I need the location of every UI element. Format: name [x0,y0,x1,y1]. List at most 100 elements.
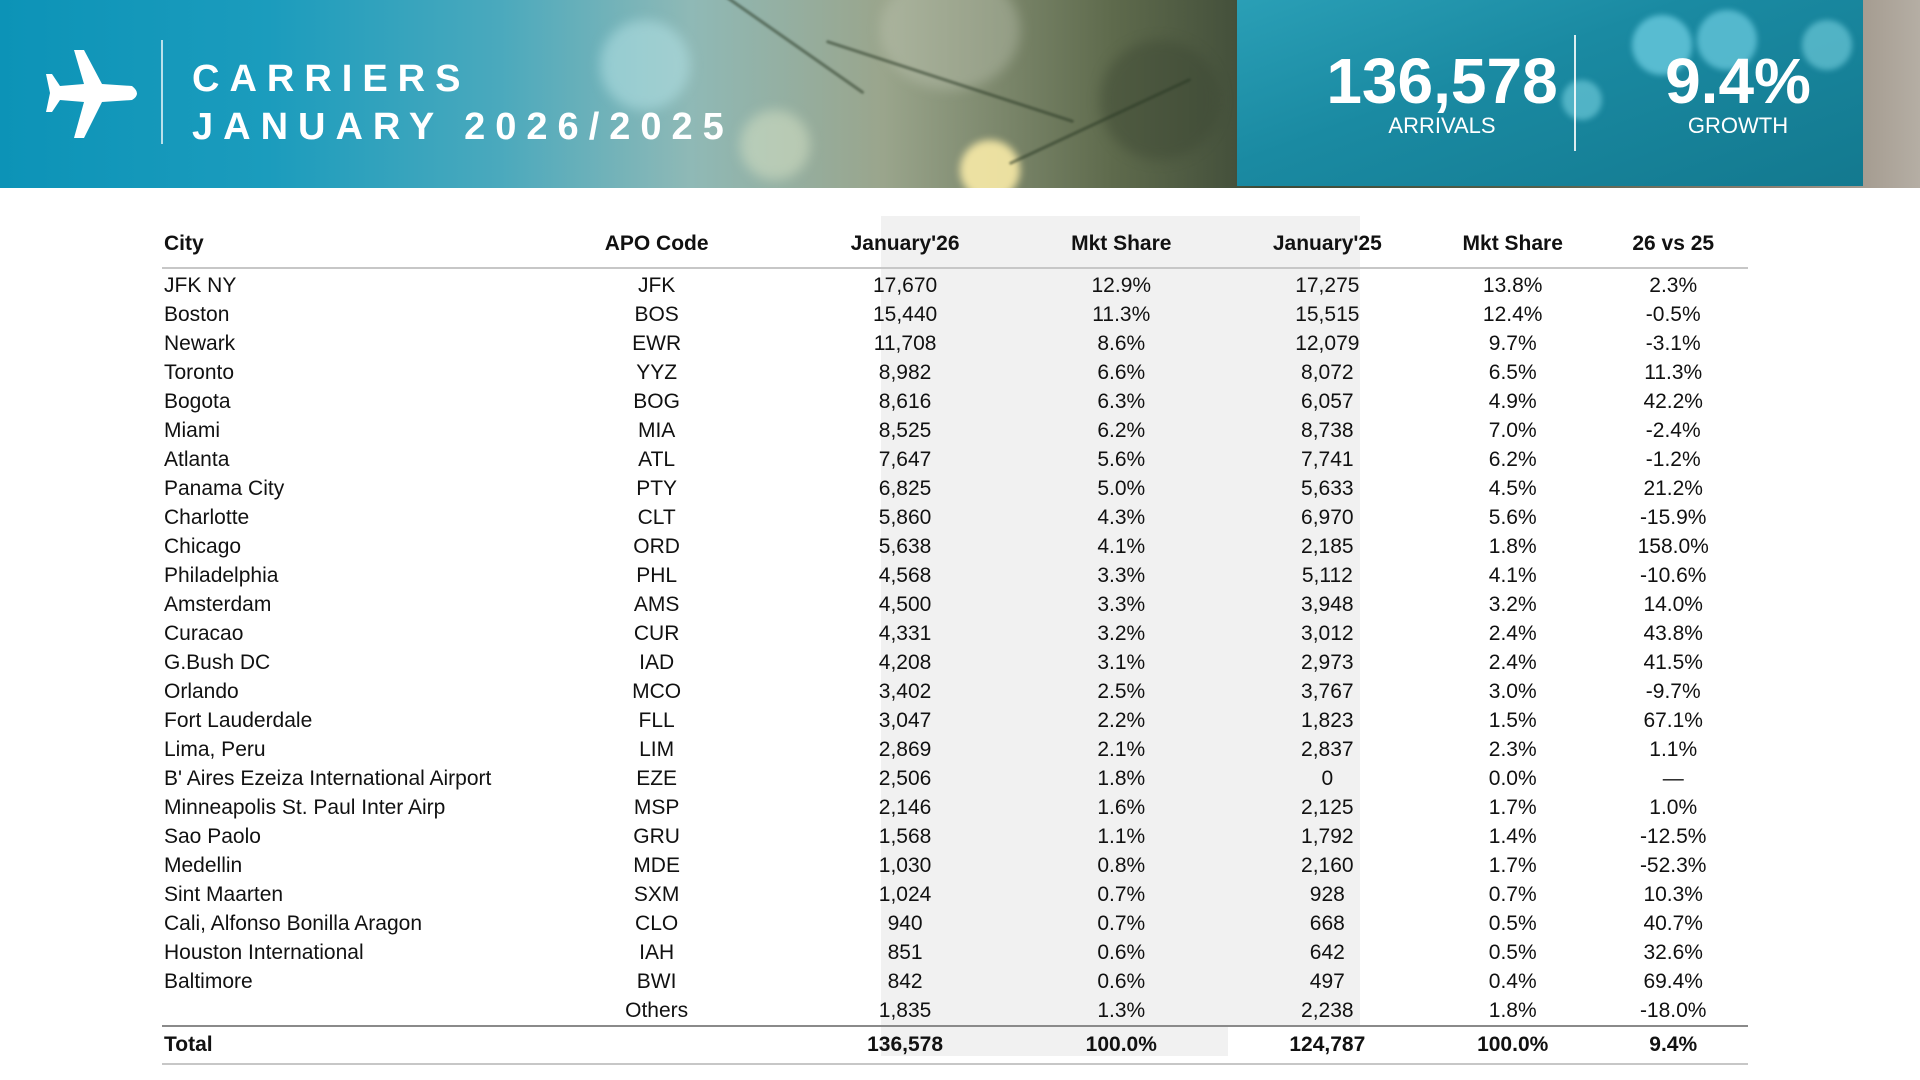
background-bokeh [1802,20,1852,70]
table-row: Sao Paolo GRU 1,568 1.1% 1,792 1.4% -12.5% [162,822,1748,851]
column-header-city: City [164,231,204,255]
cell-mkt-share-26: 2.5% [1097,680,1146,703]
cell-mkt-share-26: 3.3% [1097,564,1146,587]
cell-mkt-share-25: 3.2% [1488,593,1537,616]
cell-january-26: 842 [887,970,923,993]
cell-apo-code: AMS [633,593,680,616]
cell-january-25: 2,160 [1301,854,1354,877]
cell-apo-code: MSP [633,796,680,819]
cell-january-25: 12,079 [1295,332,1360,355]
cell-26-vs-25: 14.0% [1643,593,1703,616]
cell-26-vs-25: 11.3% [1644,361,1703,384]
cell-city: Cali, Alfonso Bonilla Aragon [164,912,422,935]
cell-january-26: 8,525 [878,419,932,442]
cell-january-26: 8,982 [878,361,932,384]
cell-january-26: 6,825 [878,477,932,500]
cell-mkt-share-26: 1.8% [1097,767,1146,790]
cell-apo-code: PHL [636,564,678,587]
cell-january-25: 3,948 [1301,593,1354,616]
cell-city: B' Aires Ezeiza International Airport [164,767,492,790]
cell-apo-code: IAD [639,651,675,674]
cell-26-vs-25: 67.1% [1643,709,1703,732]
background-bokeh [1632,15,1692,75]
column-header-apo-code: APO Code [604,231,709,255]
cell-january-25: 17,275 [1295,274,1360,297]
cell-mkt-share-25: 1.7% [1488,854,1537,877]
cell-mkt-share-25: 6.2% [1488,448,1537,471]
cell-city: Atlanta [164,448,230,471]
cell-city: Panama City [164,477,285,500]
cell-26-vs-25: 40.7% [1643,912,1703,935]
cell-mkt-share-25: 1.7% [1488,796,1537,819]
cell-26-vs-25: 1.1% [1649,738,1698,761]
cell-january-26: 5,860 [878,506,932,529]
cell-apo-code: JFK [637,274,676,297]
cell-26-vs-25: 69.4% [1643,970,1703,993]
cell-26-vs-25: -10.6% [1639,564,1707,587]
cell-mkt-share-25: 12.4% [1482,303,1543,326]
cell-apo-code: SXM [633,883,680,906]
cell-apo-code: CLT [637,506,676,529]
cell-26-vs-25: 158.0% [1637,535,1709,558]
cell-mkt-share-26: 5.0% [1097,477,1146,500]
cell-january-25: 497 [1309,970,1345,993]
cell-mkt-share-26: 4.3% [1097,506,1146,529]
background-bokeh [600,20,690,110]
cell-january-25: 1,823 [1301,709,1354,732]
cell-city: Amsterdam [164,593,272,616]
cell-january-26: 3,402 [878,680,932,703]
table-row: Newark EWR 11,708 8.6% 12,079 9.7% -3.1% [162,329,1748,358]
cell-mkt-share-26: 5.6% [1097,448,1146,471]
cell-january-26: 2,869 [878,738,932,761]
table-total-row: Total 136,578 100.0% 124,787 100.0% 9.4% [162,1026,1748,1064]
column-header-mkt-share-26: Mkt Share [1071,231,1172,255]
page-subtitle: JANUARY 2026/2025 [192,106,734,148]
table-row: Boston BOS 15,440 11.3% 15,515 12.4% -0.5% [162,300,1748,329]
cell-apo-code: BOG [633,390,680,413]
cell-apo-code: MIA [637,419,676,442]
cell-january-25: 6,970 [1301,506,1354,529]
background-bokeh [740,110,810,180]
cell-26-vs-25: -18.0% [1639,999,1707,1022]
cell-january-25: 2,238 [1301,999,1354,1022]
cell-mkt-share-26: 1.6% [1097,796,1146,819]
cell-january-25: 2,185 [1301,535,1354,558]
total-26-vs-25: 9.4% [1598,1026,1748,1064]
cell-january-26: 2,506 [878,767,932,790]
cell-january-26: 4,500 [878,593,932,616]
table-row: Minneapolis St. Paul Inter Airp MSP 2,146 1… [162,793,1748,822]
cell-mkt-share-26: 0.8% [1097,854,1146,877]
kpi-panel: 136,578 ARRIVALS 9.4% GROWTH [1237,0,1863,186]
cell-26-vs-25: -15.9% [1639,506,1707,529]
cell-january-25: 3,767 [1301,680,1354,703]
table-row: Panama City PTY 6,825 5.0% 5,633 4.5% 21.2% [162,474,1748,503]
cell-city: Chicago [164,535,242,558]
cell-city: Philadelphia [164,564,279,587]
cell-apo-code: BOS [634,303,679,326]
cell-mkt-share-25: 1.8% [1488,999,1537,1022]
cell-mkt-share-26: 3.1% [1097,651,1146,674]
cell-apo-code: Others [625,999,689,1022]
cell-26-vs-25: -3.1% [1645,332,1701,355]
cell-city: Curacao [164,622,244,645]
cell-january-26: 4,568 [878,564,932,587]
cell-apo-code: MDE [633,854,680,877]
cell-apo-code: ATL [638,448,676,471]
cell-city: Fort Lauderdale [164,709,313,732]
cell-mkt-share-25: 6.5% [1488,361,1537,384]
cell-26-vs-25: -2.4% [1645,419,1701,442]
table-row: Chicago ORD 5,638 4.1% 2,185 1.8% 158.0% [162,532,1748,561]
cell-january-26: 11,708 [873,332,937,355]
cell-mkt-share-25: 7.0% [1488,419,1537,442]
cell-mkt-share-26: 1.1% [1097,825,1146,848]
cell-mkt-share-25: 5.6% [1488,506,1537,529]
cell-january-25: 3,012 [1301,622,1354,645]
cell-city: Bogota [164,390,231,413]
cell-mkt-share-26: 1.3% [1097,999,1146,1022]
cell-apo-code: LIM [639,738,675,761]
kpi-arrivals-value: 136,578 [1326,45,1558,117]
cell-january-26: 1,024 [878,883,932,906]
cell-january-25: 2,125 [1301,796,1354,819]
table-row: Lima, Peru LIM 2,869 2.1% 2,837 2.3% 1.1% [162,735,1748,764]
total-code [517,1026,796,1064]
